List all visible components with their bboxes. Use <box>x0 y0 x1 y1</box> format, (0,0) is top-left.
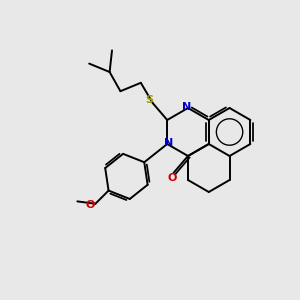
Text: S: S <box>145 95 153 105</box>
Text: O: O <box>168 173 177 183</box>
Text: N: N <box>182 102 192 112</box>
Text: O: O <box>86 200 95 210</box>
Text: N: N <box>164 138 173 148</box>
